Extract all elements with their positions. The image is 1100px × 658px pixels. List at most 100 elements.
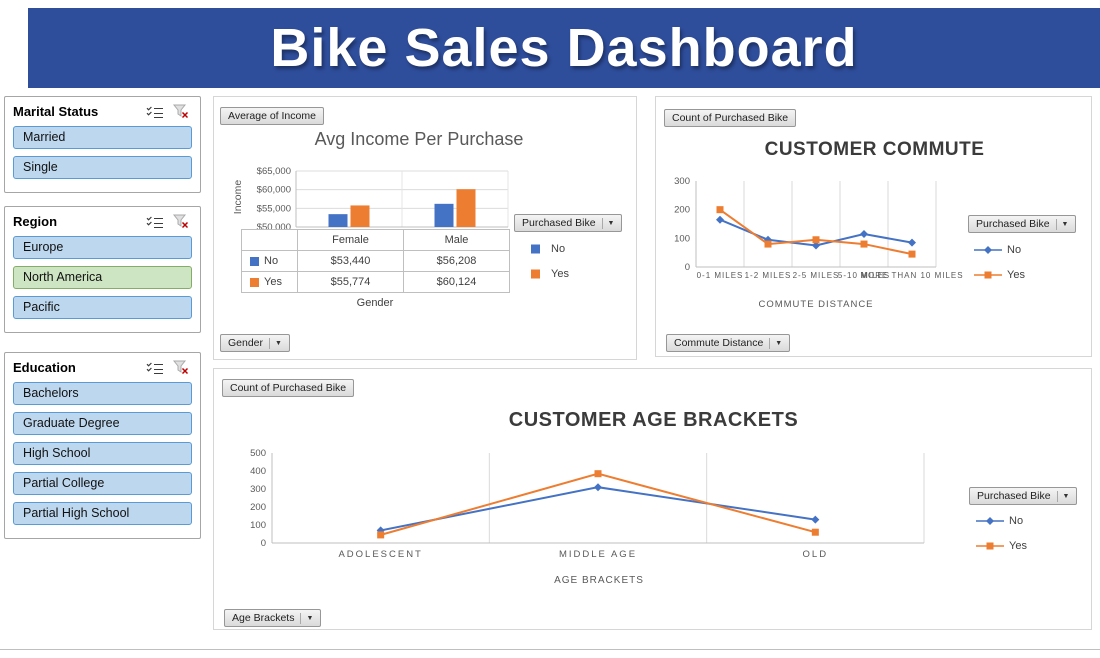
commute-x-axis-title: COMMUTE DISTANCE bbox=[758, 299, 874, 310]
chevron-down-icon: ▼ bbox=[601, 217, 614, 229]
age-x-axis-title: AGE BRACKETS bbox=[554, 575, 644, 586]
age-legend: No Yes bbox=[976, 515, 1027, 552]
multi-select-icon[interactable] bbox=[144, 359, 166, 376]
svg-text:400: 400 bbox=[250, 466, 266, 477]
legend-label: No bbox=[1009, 515, 1024, 527]
table-cell: $55,774 bbox=[297, 271, 404, 293]
field-button-label: Age Brackets bbox=[232, 612, 295, 624]
legend-line-icon bbox=[974, 271, 1002, 279]
slicer-header: Region bbox=[11, 212, 194, 236]
table-header-cell: Male bbox=[403, 229, 510, 251]
slicer-item-partial-college[interactable]: Partial College bbox=[13, 472, 192, 495]
window-bottom-edge bbox=[0, 649, 1100, 650]
legend-label: No bbox=[551, 243, 566, 255]
chevron-down-icon: ▼ bbox=[1055, 218, 1068, 230]
svg-text:$55,000: $55,000 bbox=[257, 203, 291, 214]
svg-text:100: 100 bbox=[250, 520, 266, 531]
svg-text:300: 300 bbox=[250, 484, 266, 495]
commute-legend: No Yes bbox=[974, 244, 1025, 281]
field-button-label: Count of Purchased Bike bbox=[230, 382, 347, 394]
legend-item-no: No bbox=[974, 244, 1025, 256]
slicer-title-marital-status: Marital Status bbox=[13, 104, 99, 119]
dashboard-title: Bike Sales Dashboard bbox=[270, 18, 858, 78]
slicer-item-europe[interactable]: Europe bbox=[13, 236, 192, 259]
slicer-title-education: Education bbox=[13, 360, 76, 375]
income-chart-panel: Average of Income Avg Income Per Purchas… bbox=[213, 96, 637, 360]
svg-text:0-1 MILES: 0-1 MILES bbox=[697, 271, 744, 280]
table-header-cell: Female bbox=[297, 229, 404, 251]
income-bar-chart: $50,000 $55,000 $60,000 $65,000 bbox=[257, 166, 509, 233]
field-button-label: Count of Purchased Bike bbox=[672, 112, 789, 124]
legend-item-no: No bbox=[526, 243, 569, 255]
svg-text:$50,000: $50,000 bbox=[257, 222, 291, 233]
field-button-label: Purchased Bike bbox=[976, 218, 1050, 230]
income-x-axis-title: Gender bbox=[356, 297, 394, 309]
table-cell: $53,440 bbox=[297, 250, 404, 272]
slicer-education: Education Bachelors Graduate Degree High S… bbox=[4, 352, 201, 539]
slicer-item-pacific[interactable]: Pacific bbox=[13, 296, 192, 319]
chevron-down-icon: ▼ bbox=[769, 337, 782, 349]
svg-text:100: 100 bbox=[674, 233, 690, 244]
chevron-down-icon: ▼ bbox=[269, 337, 282, 349]
commute-distance-axis-field-button[interactable]: Commute Distance ▼ bbox=[666, 334, 791, 352]
legend-swatch-icon bbox=[531, 269, 540, 279]
svg-text:200: 200 bbox=[674, 205, 690, 216]
gender-axis-field-button[interactable]: Gender ▼ bbox=[220, 334, 290, 352]
slicer-item-list: Europe North America Pacific bbox=[11, 236, 194, 319]
legend-item-yes: Yes bbox=[976, 540, 1027, 552]
table-cell: $60,124 bbox=[403, 271, 510, 293]
svg-text:5-10 MILES: 5-10 MILES bbox=[838, 271, 890, 280]
age-chart-panel: Count of Purchased Bike CUSTOMER AGE BRA… bbox=[213, 368, 1092, 630]
commute-chart-panel: Count of Purchased Bike CUSTOMER COMMUTE… bbox=[655, 96, 1092, 357]
series-swatch bbox=[250, 277, 259, 287]
legend-item-yes: Yes bbox=[526, 268, 569, 280]
legend-line-icon bbox=[976, 542, 1004, 550]
clear-filter-icon[interactable] bbox=[170, 213, 192, 230]
svg-text:2-5 MILES: 2-5 MILES bbox=[793, 271, 840, 280]
age-line-chart: 0 100 200 300 400 500 ADOLESCENT MIDDLE AGE OLD bbox=[250, 448, 925, 560]
legend-item-no: No bbox=[976, 515, 1027, 527]
slicer-item-bachelors[interactable]: Bachelors bbox=[13, 382, 192, 405]
slicer-header: Education bbox=[11, 358, 194, 382]
clear-filter-icon[interactable] bbox=[170, 103, 192, 120]
purchased-bike-legend-button[interactable]: Purchased Bike ▼ bbox=[968, 215, 1077, 233]
purchased-bike-legend-button[interactable]: Purchased Bike ▼ bbox=[514, 214, 623, 232]
slicer-item-partial-high-school[interactable]: Partial High School bbox=[13, 502, 192, 525]
income-data-table: Female Male No $53,440 $56,208 Yes $55,774 $60,… bbox=[241, 229, 510, 293]
slicer-item-single[interactable]: Single bbox=[13, 156, 192, 179]
series-swatch bbox=[250, 256, 259, 266]
legend-label: Yes bbox=[1007, 269, 1025, 281]
slicer-item-married[interactable]: Married bbox=[13, 126, 192, 149]
slicer-item-list: Married Single bbox=[11, 126, 194, 179]
age-brackets-axis-field-button[interactable]: Age Brackets ▼ bbox=[224, 609, 322, 627]
legend-line-icon bbox=[974, 246, 1002, 254]
average-of-income-field-button[interactable]: Average of Income bbox=[220, 107, 324, 125]
slicer-item-high-school[interactable]: High School bbox=[13, 442, 192, 465]
table-row-label: Yes bbox=[241, 271, 298, 293]
purchased-bike-legend-button[interactable]: Purchased Bike ▼ bbox=[969, 487, 1078, 505]
svg-text:200: 200 bbox=[250, 502, 266, 513]
slicer-item-graduate-degree[interactable]: Graduate Degree bbox=[13, 412, 192, 435]
svg-text:300: 300 bbox=[674, 176, 690, 187]
field-button-label: Purchased Bike bbox=[522, 217, 596, 229]
multi-select-icon[interactable] bbox=[144, 213, 166, 230]
dashboard-header: Bike Sales Dashboard bbox=[28, 8, 1100, 88]
commute-line-chart: 0 100 200 300 0-1 MILES 1-2 MILES 2-5 MILES5-1… bbox=[674, 176, 963, 280]
count-of-purchased-bike-field-button[interactable]: Count of Purchased Bike bbox=[664, 109, 797, 127]
slicer-item-north-america[interactable]: North America bbox=[13, 266, 192, 289]
legend-swatch-icon bbox=[531, 244, 540, 254]
svg-text:ADOLESCENT: ADOLESCENT bbox=[338, 549, 422, 560]
age-chart-title: CUSTOMER AGE BRACKETS bbox=[508, 409, 799, 431]
svg-text:MORE THAN 10 MILES: MORE THAN 10 MILES bbox=[860, 271, 963, 280]
clear-filter-icon[interactable] bbox=[170, 359, 192, 376]
svg-text:500: 500 bbox=[250, 448, 266, 459]
legend-label: No bbox=[1007, 244, 1022, 256]
multi-select-icon[interactable] bbox=[144, 103, 166, 120]
legend-line-icon bbox=[976, 517, 1004, 525]
svg-text:0: 0 bbox=[685, 262, 690, 273]
svg-text:OLD: OLD bbox=[803, 549, 829, 560]
count-of-purchased-bike-field-button[interactable]: Count of Purchased Bike bbox=[222, 379, 355, 397]
field-button-label: Purchased Bike bbox=[977, 490, 1051, 502]
income-chart-title: Avg Income Per Purchase bbox=[314, 129, 524, 149]
field-button-label: Gender bbox=[228, 337, 264, 349]
